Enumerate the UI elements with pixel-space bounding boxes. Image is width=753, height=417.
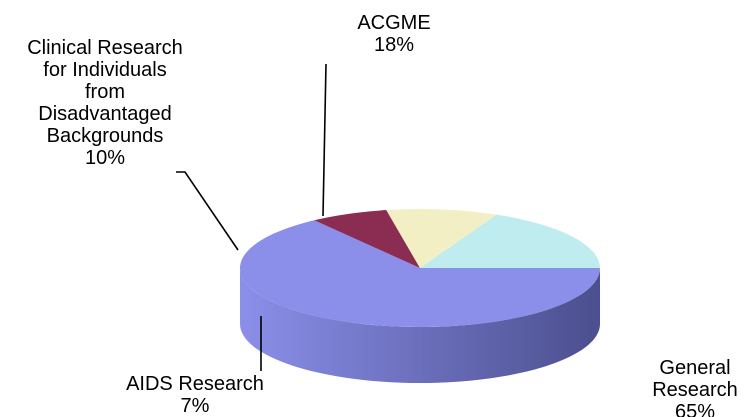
slice-value-label-3: 18%	[374, 34, 414, 56]
leader-lines	[176, 63, 327, 371]
pie-slice-0	[240, 220, 601, 328]
pie-side-0	[240, 268, 600, 383]
slice-label-2: Backgrounds	[47, 125, 164, 147]
leader-line-2	[176, 171, 239, 251]
slice-label-2: Disadvantaged	[38, 103, 171, 125]
slice-value-label-1: 7%	[181, 395, 210, 417]
slice-label-1: AIDS Research	[126, 373, 264, 395]
slice-label-2: from	[85, 81, 125, 103]
slice-label-0: Research	[652, 379, 738, 401]
slice-label-0: General	[659, 357, 730, 379]
pie-slice-3	[420, 214, 600, 268]
slice-label-2: Clinical Research	[27, 37, 183, 59]
pie-sides	[240, 268, 600, 383]
slice-label-2: for Individuals	[43, 59, 166, 81]
pie-slices	[240, 209, 601, 328]
pie-slice-2	[386, 209, 497, 268]
slice-label-3: ACGME	[357, 12, 430, 34]
pie-slice-1	[314, 210, 420, 268]
slice-value-label-2: 10%	[85, 147, 125, 169]
slice-value-label-0: 65%	[675, 401, 715, 417]
leader-line-3	[322, 63, 327, 217]
